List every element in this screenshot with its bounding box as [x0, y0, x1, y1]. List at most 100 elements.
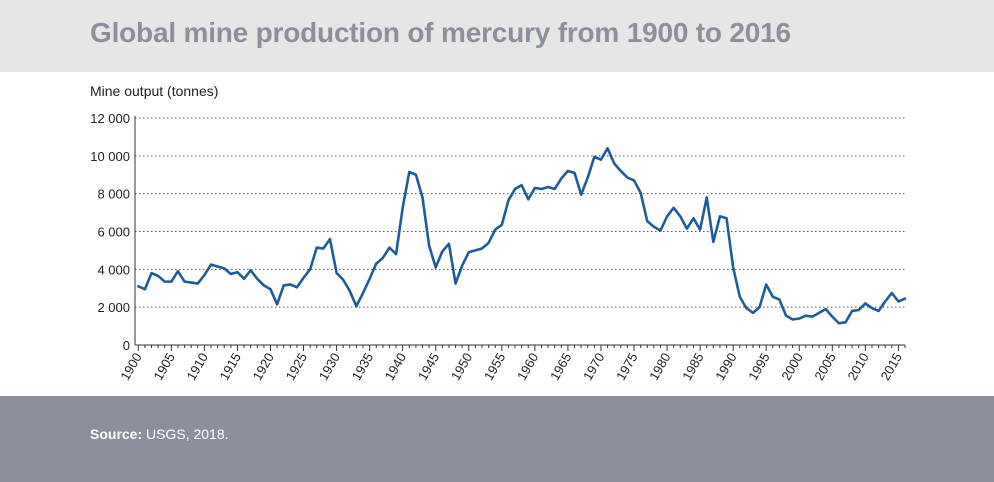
data-point [388, 246, 391, 249]
data-point [712, 241, 714, 243]
data-point [732, 266, 734, 269]
data-point [150, 272, 153, 274]
data-point [825, 308, 827, 310]
data-point [481, 247, 483, 250]
x-tick-label: 1960 [514, 350, 541, 383]
data-point [547, 186, 549, 188]
data-point [686, 228, 688, 230]
data-point [805, 315, 807, 317]
y-tick-label: 10 000 [90, 149, 130, 164]
data-point [355, 305, 358, 307]
x-tick-label: 1975 [613, 350, 640, 383]
data-point [673, 207, 675, 209]
data-point [183, 281, 186, 283]
data-point [620, 170, 622, 172]
data-point [653, 226, 655, 228]
x-tick-label: 1915 [217, 350, 244, 383]
y-tick-label: 4 000 [97, 262, 130, 277]
data-point [250, 269, 252, 271]
data-point [468, 251, 470, 253]
x-tick-label: 1920 [250, 350, 277, 383]
data-point [739, 296, 741, 298]
data-point [706, 196, 708, 199]
x-tick-label: 1940 [382, 350, 409, 383]
data-point [831, 316, 833, 318]
x-axis: 1900 1905 1910 1915 1920 1925 1930 1935 1940 1945… [117, 344, 906, 383]
data-point [369, 278, 371, 280]
data-point [421, 196, 424, 199]
data-point [606, 147, 609, 149]
data-point [197, 282, 199, 285]
data-point [474, 249, 476, 252]
data-point [871, 307, 873, 309]
data-point [230, 273, 232, 275]
data-point [382, 257, 384, 259]
data-point [144, 288, 146, 290]
x-tick-label: 1970 [580, 350, 607, 383]
x-tick-label: 1905 [150, 350, 177, 383]
data-point [395, 253, 397, 255]
data-point [514, 188, 516, 190]
data-point [626, 176, 629, 179]
x-tick-label: 1965 [547, 350, 574, 383]
data-point [666, 215, 668, 217]
data-point [177, 270, 179, 272]
data-point [858, 309, 860, 311]
data-point [448, 243, 450, 245]
data-point [758, 306, 761, 308]
x-tick-label: 1990 [712, 350, 739, 383]
data-point [454, 282, 457, 285]
data-point [322, 247, 324, 250]
chart-area: Mine output (tonnes) 0 2 000 4 000 6 000 8 0… [0, 72, 994, 396]
data-point [302, 277, 305, 279]
series-group [137, 146, 907, 325]
data-point [540, 188, 543, 190]
data-point [415, 174, 417, 176]
data-point [170, 281, 172, 283]
x-tick-label: 1900 [117, 350, 144, 383]
data-point [263, 284, 265, 287]
data-point [521, 184, 523, 186]
chart-svg: Mine output (tonnes) 0 2 000 4 000 6 000 8 0… [90, 83, 907, 383]
data-point [785, 315, 787, 317]
data-point [461, 264, 463, 267]
data-point [507, 199, 510, 201]
data-point [745, 307, 747, 309]
x-tick-label: 2005 [811, 350, 838, 383]
source-label: Source: [90, 426, 143, 442]
y-tick-label: 8 000 [97, 187, 130, 202]
data-point [210, 264, 212, 266]
footer: Source: USGS, 2018. [0, 396, 994, 482]
data-point [864, 302, 866, 304]
data-point [329, 238, 331, 240]
data-point [190, 281, 192, 284]
data-point [560, 177, 562, 180]
data-point [659, 229, 662, 232]
data-point [256, 278, 258, 280]
data-point [223, 267, 225, 269]
data-point [243, 278, 245, 280]
y-tick-label: 2 000 [97, 300, 130, 315]
data-point [633, 179, 635, 182]
data-point [613, 162, 615, 164]
x-tick-label: 1950 [448, 350, 475, 383]
data-point [798, 317, 800, 320]
data-point [342, 279, 344, 281]
data-point [534, 187, 536, 189]
x-tick-label: 1935 [349, 350, 376, 383]
data-point [719, 215, 721, 217]
data-point [283, 284, 285, 287]
data-point [428, 245, 430, 247]
data-point [488, 242, 490, 244]
data-point [375, 263, 377, 265]
x-tick-label: 1930 [316, 350, 343, 383]
data-point [818, 312, 820, 314]
data-point [811, 316, 814, 318]
data-point [765, 283, 767, 286]
data-point [408, 171, 410, 173]
data-point [236, 271, 239, 273]
data-point [587, 176, 589, 179]
x-tick-label: 1925 [283, 350, 310, 383]
data-point [501, 224, 503, 226]
data-point [884, 300, 886, 303]
